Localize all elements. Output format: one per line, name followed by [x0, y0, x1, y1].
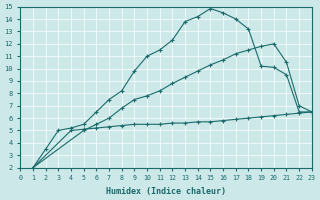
X-axis label: Humidex (Indice chaleur): Humidex (Indice chaleur) — [106, 187, 226, 196]
